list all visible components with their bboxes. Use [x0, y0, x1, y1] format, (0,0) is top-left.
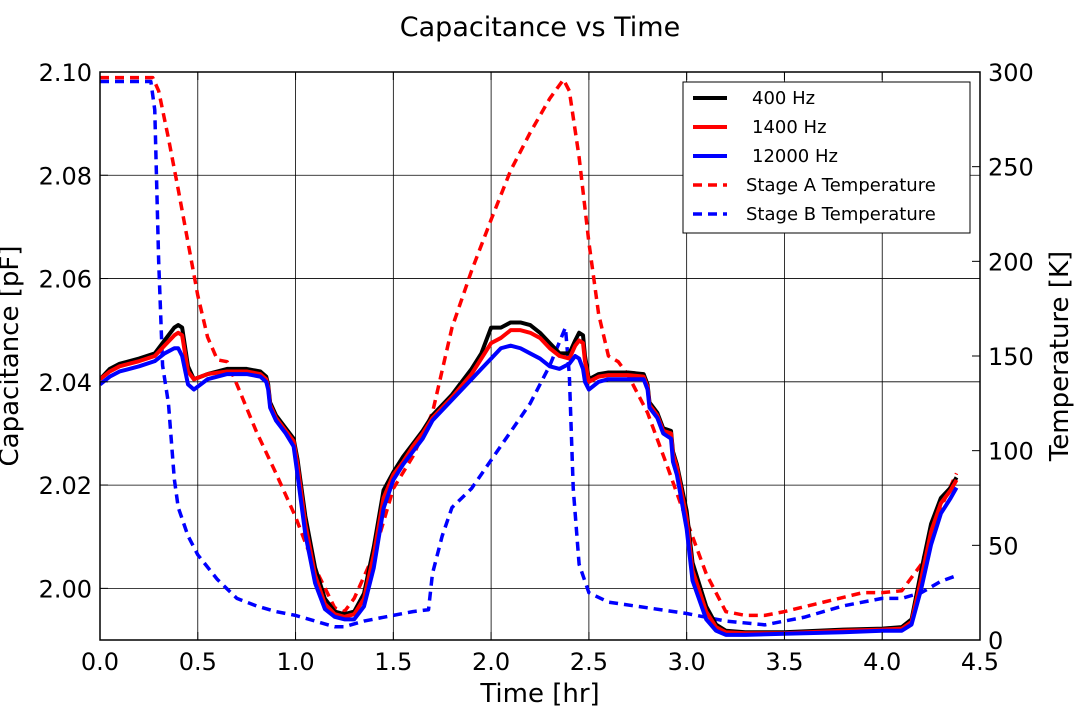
x-axis-title: Time [hr]: [479, 679, 599, 709]
series-line-1400-hz: [100, 328, 959, 636]
y-tick-label: 2.02: [39, 472, 92, 500]
x-tick-label: 1.5: [374, 648, 412, 676]
y2-tick-label: 250: [988, 154, 1034, 182]
legend-label-stage-a-temperature: Stage A Temperature: [746, 175, 936, 196]
x-tick-label: 3.5: [765, 648, 803, 676]
y-tick-label: 2.00: [39, 575, 92, 603]
x-tick-label: 2.0: [472, 648, 510, 676]
x-tick-label: 0.0: [81, 648, 119, 676]
y2-tick-label: 150: [988, 343, 1034, 371]
y-tick-label: 2.08: [39, 162, 92, 190]
y2-tick-label: 100: [988, 438, 1034, 466]
y-tick-label: 2.04: [39, 369, 92, 397]
legend-label-stage-b-temperature: Stage B Temperature: [746, 204, 936, 225]
series-layer: [100, 75, 959, 637]
y-tick-label: 2.06: [39, 266, 92, 294]
legend-label-12000-hz: 12000 Hz: [752, 146, 838, 167]
chart-title: Capacitance vs Time: [400, 12, 680, 43]
legend-box: [682, 81, 971, 234]
y-tick-label: 2.10: [39, 59, 92, 87]
ticks: 0.0 0.5 1.0 1.5 2.0 2.5 3.0 3.5 4.0 4.5 2.00 2.02 2.…: [39, 59, 1034, 676]
x-tick-label: 2.5: [570, 648, 608, 676]
y-axis-title: Capacitance [pF]: [0, 246, 25, 467]
y2-tick-label: 200: [988, 248, 1034, 276]
y2-tick-label: 300: [988, 59, 1034, 87]
x-tick-label: 1.0: [276, 648, 314, 676]
x-tick-label: 4.5: [961, 648, 999, 676]
series-line-stage-a-temperature: [100, 75, 959, 618]
y2-tick-label: 0: [988, 627, 1003, 655]
x-tick-label: 4.0: [863, 648, 901, 676]
y2-tick-label: 50: [988, 532, 1019, 560]
series-line-stage-b-temperature: [100, 79, 958, 629]
y2-axis-title: Temperature [K]: [1045, 251, 1075, 462]
x-tick-label: 0.5: [179, 648, 217, 676]
legend-label-400-hz: 400 Hz: [752, 88, 815, 109]
series-line-12000-hz: [100, 343, 959, 637]
legend: 400 Hz 1400 Hz 12000 Hz Stage A Temperature…: [682, 81, 971, 234]
x-tick-label: 3.0: [668, 648, 706, 676]
legend-label-1400-hz: 1400 Hz: [752, 117, 827, 138]
